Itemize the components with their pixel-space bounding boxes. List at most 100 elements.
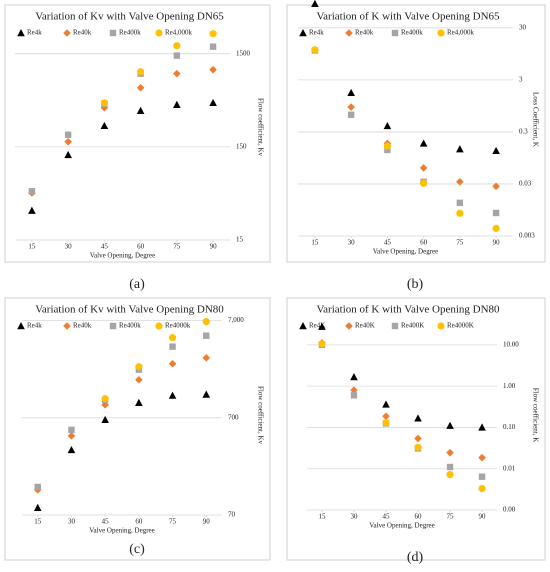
data-point — [202, 354, 211, 362]
y-tick-label: 10.00 — [503, 340, 519, 348]
legend-label: Re40k — [73, 322, 92, 330]
panel-caption: (d) — [407, 550, 424, 565]
legend-label: Re400k — [119, 322, 141, 330]
y-tick-label: 1.00 — [503, 382, 516, 390]
panel-caption: (a) — [129, 277, 145, 292]
y-tick-label: 1500 — [236, 49, 251, 57]
data-point — [34, 483, 41, 491]
legend-label: Re4000K — [447, 322, 474, 330]
data-point — [492, 209, 500, 217]
data-point — [456, 199, 464, 207]
data-point — [101, 401, 109, 409]
data-point — [311, 46, 319, 54]
legend-marker — [437, 322, 445, 330]
y-axis-label: Flow coefficient, Kv — [256, 98, 264, 156]
data-point — [101, 395, 109, 403]
data-point — [446, 448, 454, 457]
data-point — [64, 131, 72, 138]
data-point — [384, 146, 391, 154]
legend-marker — [109, 29, 117, 37]
data-point — [168, 359, 177, 368]
y-tick-label: 0.003 — [519, 232, 535, 240]
x-tick-label: 90 — [203, 518, 211, 526]
data-point — [492, 224, 500, 232]
data-point — [135, 375, 143, 384]
x-tick-label: 30 — [65, 243, 73, 251]
chart-title: Variation of K with Valve Opening DN80 — [316, 304, 500, 316]
y-tick-label: 700 — [228, 413, 239, 421]
data-point — [350, 373, 358, 381]
data-point — [209, 65, 217, 74]
y-tick-label: 0.10 — [503, 423, 516, 431]
y-tick-label: 0.00 — [503, 506, 516, 514]
legend-marker — [17, 322, 25, 330]
x-tick-label: 15 — [318, 513, 326, 521]
legend-label: Re4k — [309, 29, 324, 37]
y-tick-label: 0.3 — [519, 128, 528, 136]
x-axis-label: Valve Opening, Degree — [373, 248, 439, 256]
x-tick-label: 60 — [135, 518, 143, 526]
y-tick-label: 0.03 — [519, 180, 532, 188]
data-point — [101, 415, 109, 424]
data-point — [135, 363, 143, 371]
y-tick-label: 15 — [236, 236, 244, 244]
y-tick-label: 150 — [236, 142, 247, 150]
data-point — [383, 142, 391, 150]
y-tick-label: 30 — [519, 23, 527, 31]
x-tick-label: 90 — [210, 243, 218, 251]
data-point — [68, 426, 75, 434]
data-point — [67, 432, 76, 440]
data-point — [173, 100, 181, 109]
data-point — [100, 99, 108, 107]
data-point — [478, 484, 486, 493]
y-axis-label: Flow coefficient, K — [531, 388, 539, 443]
legend-label: Re4K — [309, 322, 325, 330]
y-tick-label: 0.01 — [503, 464, 516, 472]
panel-caption: (b) — [407, 277, 424, 292]
panel-frame — [286, 4, 546, 263]
data-point — [209, 43, 217, 50]
legend-marker — [345, 29, 353, 37]
panel-caption: (c) — [129, 542, 145, 557]
data-point — [203, 332, 210, 339]
data-point — [136, 83, 145, 92]
legend-marker — [17, 29, 25, 37]
data-point — [311, 0, 319, 7]
legend-label: Re40k — [73, 29, 92, 37]
x-tick-label: 30 — [348, 239, 356, 247]
legend-marker — [63, 29, 71, 37]
x-tick-label: 75 — [456, 239, 464, 247]
y-tick-label: 7,000 — [228, 316, 244, 324]
data-point — [168, 334, 177, 342]
legend-label: Re400K — [401, 322, 424, 330]
legend-label: Re4,000k — [447, 29, 475, 37]
data-point — [33, 503, 42, 512]
legend-label: Re4k — [27, 29, 42, 37]
legend-label: Re40k — [355, 29, 374, 37]
chart-title: Variation of Kv with Valve Opening DN65 — [35, 11, 224, 23]
data-point — [350, 386, 358, 394]
data-point — [414, 414, 422, 422]
legend-label: Re40K — [355, 322, 375, 330]
data-point — [456, 209, 464, 217]
legend-marker — [155, 29, 163, 37]
data-point — [382, 400, 390, 408]
legend-label: Re4,000k — [165, 29, 193, 37]
y-tick-label: 3 — [519, 75, 523, 83]
legend-label: Re400k — [401, 29, 423, 37]
data-point — [318, 340, 326, 348]
x-axis-label: Valve Opening, Degree — [89, 527, 155, 535]
data-point — [414, 434, 422, 443]
data-point — [478, 473, 486, 480]
x-tick-label: 45 — [382, 513, 390, 521]
panel-frame — [4, 297, 271, 561]
data-point — [478, 423, 486, 431]
y-axis-label: Flow coefficient, Kv — [256, 386, 264, 444]
legend-label: Re4000k — [165, 322, 191, 330]
data-point — [202, 318, 210, 326]
data-point — [318, 322, 326, 330]
x-tick-label: 60 — [137, 243, 145, 251]
data-point — [478, 453, 486, 462]
legend-label: Re400k — [119, 29, 141, 37]
